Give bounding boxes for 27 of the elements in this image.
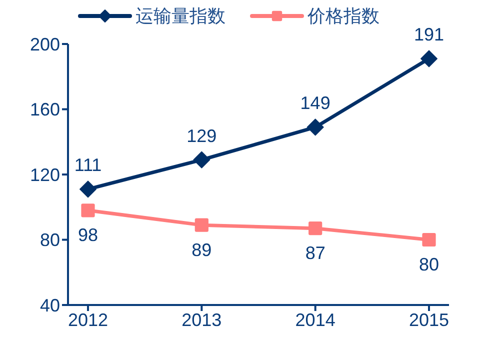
x-tick-label: 2013 [182, 310, 222, 330]
point [194, 218, 208, 232]
point [306, 118, 324, 136]
y-tick-label: 80 [40, 230, 60, 250]
data-label: 89 [192, 240, 212, 260]
point [422, 232, 436, 247]
point [308, 222, 322, 236]
y-tick-label: 200 [30, 34, 60, 54]
data-label: 87 [305, 243, 326, 264]
point [80, 180, 96, 198]
x-tick-label: 2014 [295, 310, 336, 330]
point [193, 151, 210, 168]
legend-label: 运输量指数 [136, 5, 226, 28]
point [420, 50, 438, 68]
y-tick-label: 120 [30, 164, 60, 185]
y-tick-label: 160 [30, 100, 60, 120]
data-label: 191 [414, 24, 444, 45]
y-tick-label: 40 [40, 295, 60, 316]
data-label: 129 [186, 126, 217, 146]
legend-label: 价格指数 [308, 5, 380, 28]
data-label: 80 [418, 254, 440, 275]
point [81, 204, 95, 218]
x-tick-label: 2012 [68, 310, 108, 330]
data-label: 98 [78, 225, 98, 246]
x-tick-label: 2015 [408, 310, 450, 330]
data-label: 111 [74, 155, 102, 176]
data-label: 149 [300, 93, 330, 114]
